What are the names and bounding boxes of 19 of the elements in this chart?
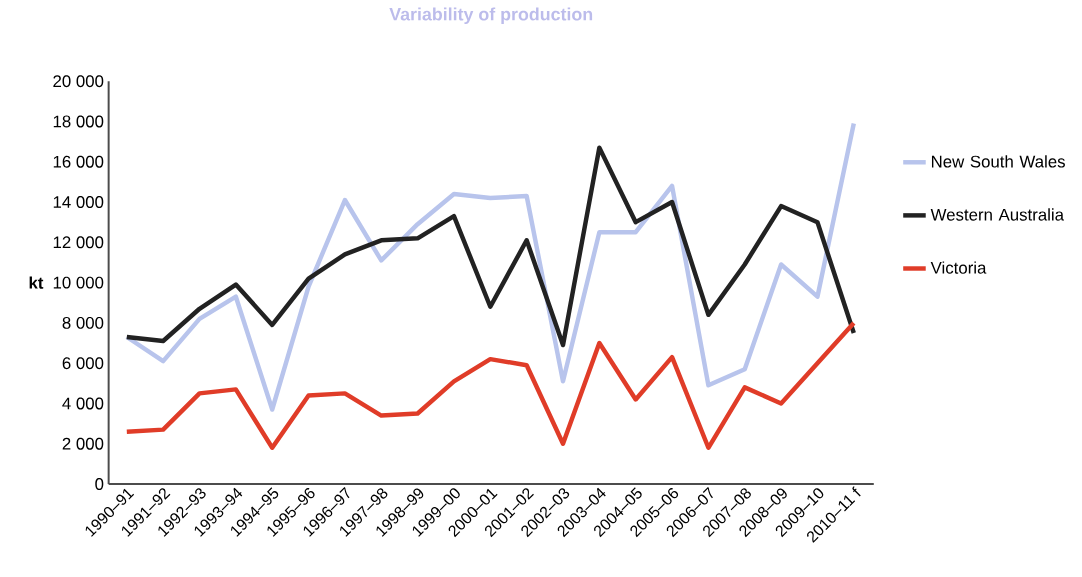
y-tick-label: 16 000 — [53, 155, 104, 168]
y-tick-label: 6 000 — [62, 357, 104, 370]
y-tick-label: 8 000 — [62, 316, 104, 329]
y-axis-title: kt — [29, 276, 44, 289]
y-tick-label: 0 — [95, 478, 104, 490]
y-tick-label: 2 000 — [62, 437, 104, 450]
y-tick-label: 10 000 — [53, 276, 104, 289]
legend-label: New South Wales — [931, 155, 1065, 168]
legend-label: Western Australia — [930, 208, 1064, 221]
line-series — [124, 145, 857, 348]
y-tick-label: 14 000 — [53, 196, 104, 208]
legend-label: Victoria — [930, 261, 987, 274]
line-series — [124, 320, 857, 450]
chart-title: Variability of production — [389, 7, 593, 25]
line-series — [124, 121, 857, 412]
y-tick-label: 20 000 — [53, 75, 104, 88]
y-tick-label: 12 000 — [53, 236, 104, 249]
y-tick-label: 18 000 — [53, 115, 104, 128]
y-tick-label: 4 000 — [62, 397, 104, 410]
